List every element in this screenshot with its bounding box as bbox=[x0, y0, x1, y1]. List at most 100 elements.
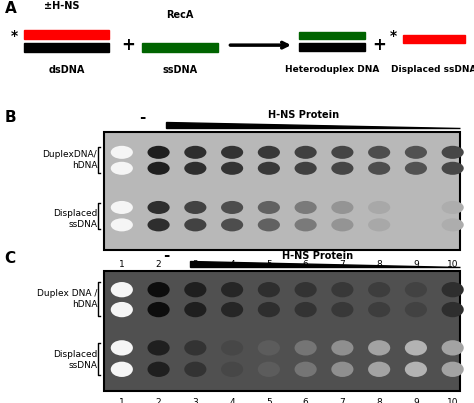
Text: DuplexDNA/
hDNA: DuplexDNA/ hDNA bbox=[43, 150, 97, 170]
Ellipse shape bbox=[294, 302, 317, 317]
Text: 1: 1 bbox=[119, 260, 125, 269]
Ellipse shape bbox=[442, 218, 464, 231]
Ellipse shape bbox=[405, 218, 427, 231]
Text: 4: 4 bbox=[229, 260, 235, 269]
Ellipse shape bbox=[442, 201, 464, 214]
Ellipse shape bbox=[147, 162, 170, 175]
Ellipse shape bbox=[221, 302, 243, 317]
Ellipse shape bbox=[111, 361, 133, 377]
Text: 3: 3 bbox=[192, 399, 198, 403]
Text: -: - bbox=[139, 110, 146, 125]
Ellipse shape bbox=[294, 340, 317, 355]
Ellipse shape bbox=[147, 201, 170, 214]
Ellipse shape bbox=[368, 146, 390, 159]
Ellipse shape bbox=[111, 302, 133, 317]
Ellipse shape bbox=[184, 302, 206, 317]
Text: Heteroduplex DNA: Heteroduplex DNA bbox=[284, 65, 379, 75]
Text: ±H-NS: ±H-NS bbox=[44, 1, 79, 11]
Text: 3: 3 bbox=[192, 260, 198, 269]
Bar bbox=[104, 271, 460, 391]
Text: RecA: RecA bbox=[166, 10, 194, 20]
Ellipse shape bbox=[147, 302, 170, 317]
Bar bbox=[299, 43, 365, 51]
Text: 4: 4 bbox=[229, 399, 235, 403]
Ellipse shape bbox=[221, 201, 243, 214]
Text: H-NS Protein: H-NS Protein bbox=[282, 251, 353, 262]
Ellipse shape bbox=[111, 218, 133, 231]
Text: 7: 7 bbox=[339, 399, 345, 403]
Ellipse shape bbox=[147, 218, 170, 231]
Ellipse shape bbox=[442, 340, 464, 355]
Ellipse shape bbox=[221, 162, 243, 175]
Ellipse shape bbox=[331, 302, 354, 317]
Ellipse shape bbox=[258, 162, 280, 175]
Ellipse shape bbox=[294, 361, 317, 377]
Ellipse shape bbox=[405, 361, 427, 377]
Ellipse shape bbox=[294, 282, 317, 297]
Text: *: * bbox=[10, 29, 18, 43]
Text: H-NS Protein: H-NS Protein bbox=[268, 110, 339, 120]
Ellipse shape bbox=[442, 282, 464, 297]
Text: +: + bbox=[121, 36, 135, 54]
Ellipse shape bbox=[405, 201, 427, 214]
Text: 2: 2 bbox=[156, 399, 161, 403]
Text: Displaced
ssDNA: Displaced ssDNA bbox=[53, 350, 97, 370]
Ellipse shape bbox=[368, 282, 390, 297]
Ellipse shape bbox=[111, 162, 133, 175]
Ellipse shape bbox=[258, 302, 280, 317]
Text: 9: 9 bbox=[413, 399, 419, 403]
Ellipse shape bbox=[147, 146, 170, 159]
Ellipse shape bbox=[258, 282, 280, 297]
Ellipse shape bbox=[221, 361, 243, 377]
Ellipse shape bbox=[331, 340, 354, 355]
Text: -: - bbox=[163, 249, 169, 264]
Ellipse shape bbox=[221, 146, 243, 159]
Text: Displaced ssDNA: Displaced ssDNA bbox=[391, 65, 474, 75]
Ellipse shape bbox=[331, 146, 354, 159]
Text: Duplex DNA /
hDNA: Duplex DNA / hDNA bbox=[37, 289, 97, 309]
Ellipse shape bbox=[111, 201, 133, 214]
Ellipse shape bbox=[368, 302, 390, 317]
Ellipse shape bbox=[331, 218, 354, 231]
Text: 5: 5 bbox=[266, 260, 272, 269]
Bar bbox=[24, 31, 109, 39]
Text: dsDNA: dsDNA bbox=[48, 65, 84, 75]
Ellipse shape bbox=[405, 162, 427, 175]
Ellipse shape bbox=[111, 340, 133, 355]
Ellipse shape bbox=[368, 361, 390, 377]
Ellipse shape bbox=[442, 302, 464, 317]
Polygon shape bbox=[166, 122, 460, 128]
Ellipse shape bbox=[147, 340, 170, 355]
Text: 7: 7 bbox=[339, 260, 345, 269]
Ellipse shape bbox=[405, 302, 427, 317]
Bar bbox=[403, 35, 465, 43]
Text: ssDNA: ssDNA bbox=[163, 65, 198, 75]
Ellipse shape bbox=[405, 340, 427, 355]
Ellipse shape bbox=[184, 162, 206, 175]
Bar bbox=[142, 43, 218, 52]
Text: A: A bbox=[5, 1, 17, 16]
Text: 6: 6 bbox=[303, 399, 309, 403]
Ellipse shape bbox=[294, 201, 317, 214]
Ellipse shape bbox=[258, 340, 280, 355]
Text: 5: 5 bbox=[266, 399, 272, 403]
Ellipse shape bbox=[331, 361, 354, 377]
Polygon shape bbox=[190, 261, 460, 267]
Ellipse shape bbox=[331, 162, 354, 175]
Ellipse shape bbox=[221, 282, 243, 297]
Ellipse shape bbox=[258, 361, 280, 377]
Text: B: B bbox=[5, 110, 17, 125]
Ellipse shape bbox=[294, 218, 317, 231]
Ellipse shape bbox=[331, 201, 354, 214]
Ellipse shape bbox=[221, 218, 243, 231]
Ellipse shape bbox=[294, 162, 317, 175]
Ellipse shape bbox=[184, 282, 206, 297]
Text: *: * bbox=[390, 29, 397, 43]
Ellipse shape bbox=[405, 146, 427, 159]
Text: C: C bbox=[5, 251, 16, 266]
Ellipse shape bbox=[258, 218, 280, 231]
Text: 9: 9 bbox=[413, 260, 419, 269]
Ellipse shape bbox=[368, 162, 390, 175]
Text: 8: 8 bbox=[376, 260, 382, 269]
Text: 1: 1 bbox=[119, 399, 125, 403]
